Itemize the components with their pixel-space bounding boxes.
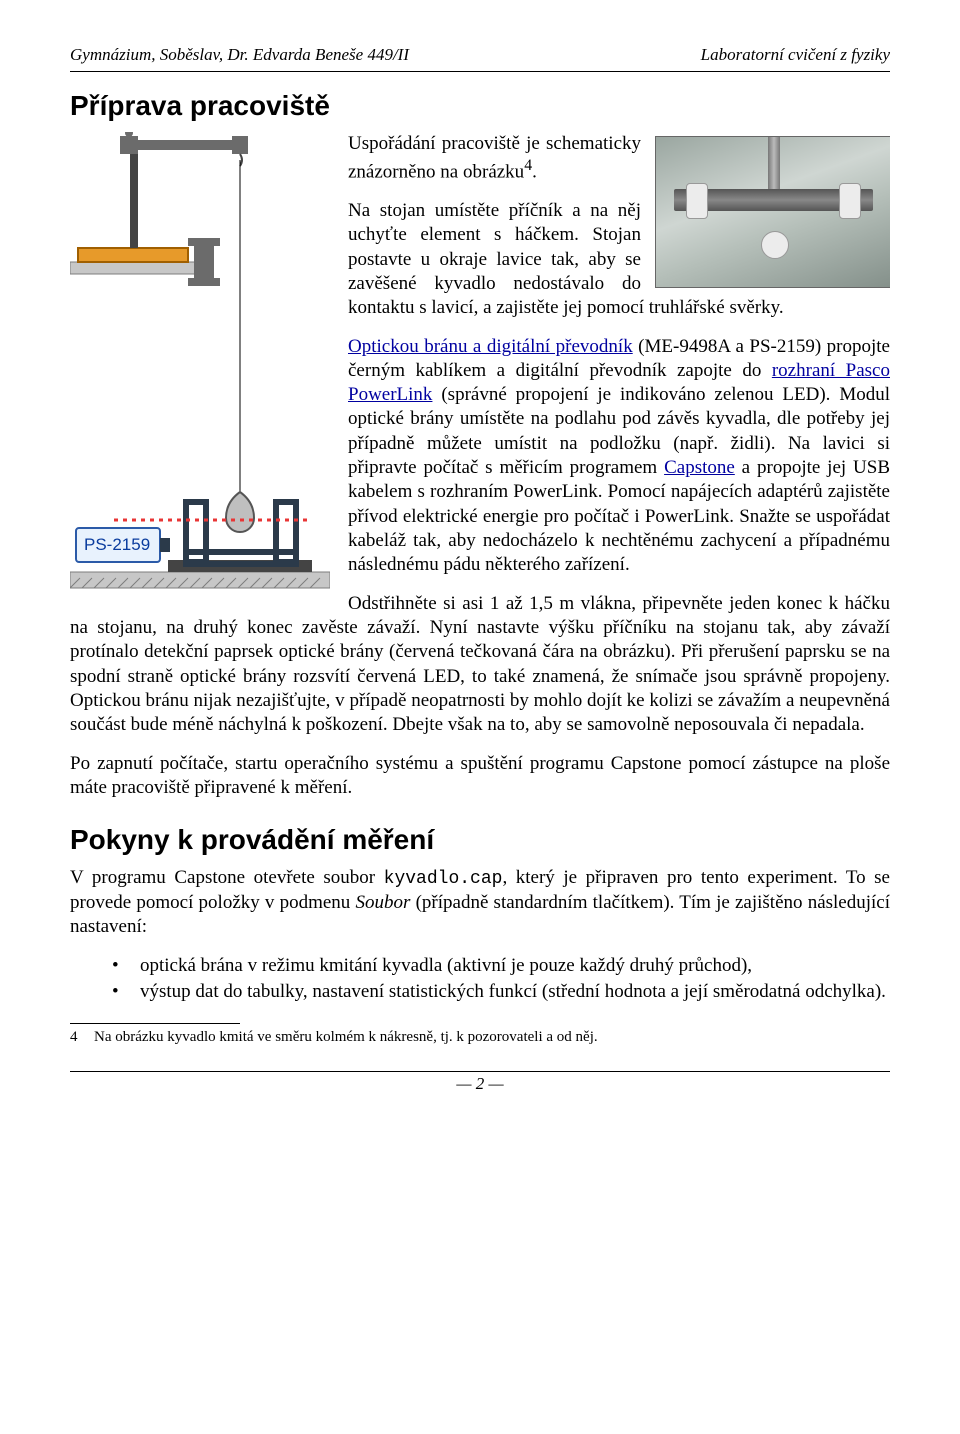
- link-optical-gate[interactable]: Optickou bránu a digitální převodník: [348, 336, 633, 357]
- header-rule: [70, 71, 890, 72]
- s2-p1: V programu Capstone otevřete soubor kyva…: [70, 866, 890, 940]
- list-item: optická brána v režimu kmitání kyvadla (…: [112, 954, 890, 979]
- settings-list: optická brána v režimu kmitání kyvadla (…: [70, 954, 890, 1005]
- section1-title: Příprava pracoviště: [70, 90, 890, 122]
- footnote-rule: [70, 1023, 240, 1024]
- filename-code: kyvadlo.cap: [384, 869, 503, 889]
- footer-rule: [70, 1071, 890, 1072]
- menu-item: Soubor: [356, 892, 411, 913]
- section2-title: Pokyny k provádění měření: [70, 824, 890, 856]
- link-capstone[interactable]: Capstone: [664, 457, 735, 478]
- s1-p4: Odstřihněte si asi 1 až 1,5 m vlákna, př…: [70, 592, 890, 738]
- header-right: Laboratorní cvičení z fyziky: [701, 45, 890, 65]
- footnote: 4 Na obrázku kyvadlo kmitá ve směru kolm…: [70, 1028, 890, 1047]
- diagram-apparatus: PS-2159: [70, 132, 330, 602]
- header-left: Gymnázium, Soběslav, Dr. Edvarda Beneše …: [70, 45, 409, 65]
- list-item: výstup dat do tabulky, nastavení statist…: [112, 980, 890, 1005]
- diagram-label: PS-2159: [84, 535, 150, 554]
- s1-p5: Po zapnutí počítače, startu operačního s…: [70, 752, 890, 801]
- page-number: — 2 —: [70, 1074, 890, 1094]
- photo-clamp: [655, 136, 890, 286]
